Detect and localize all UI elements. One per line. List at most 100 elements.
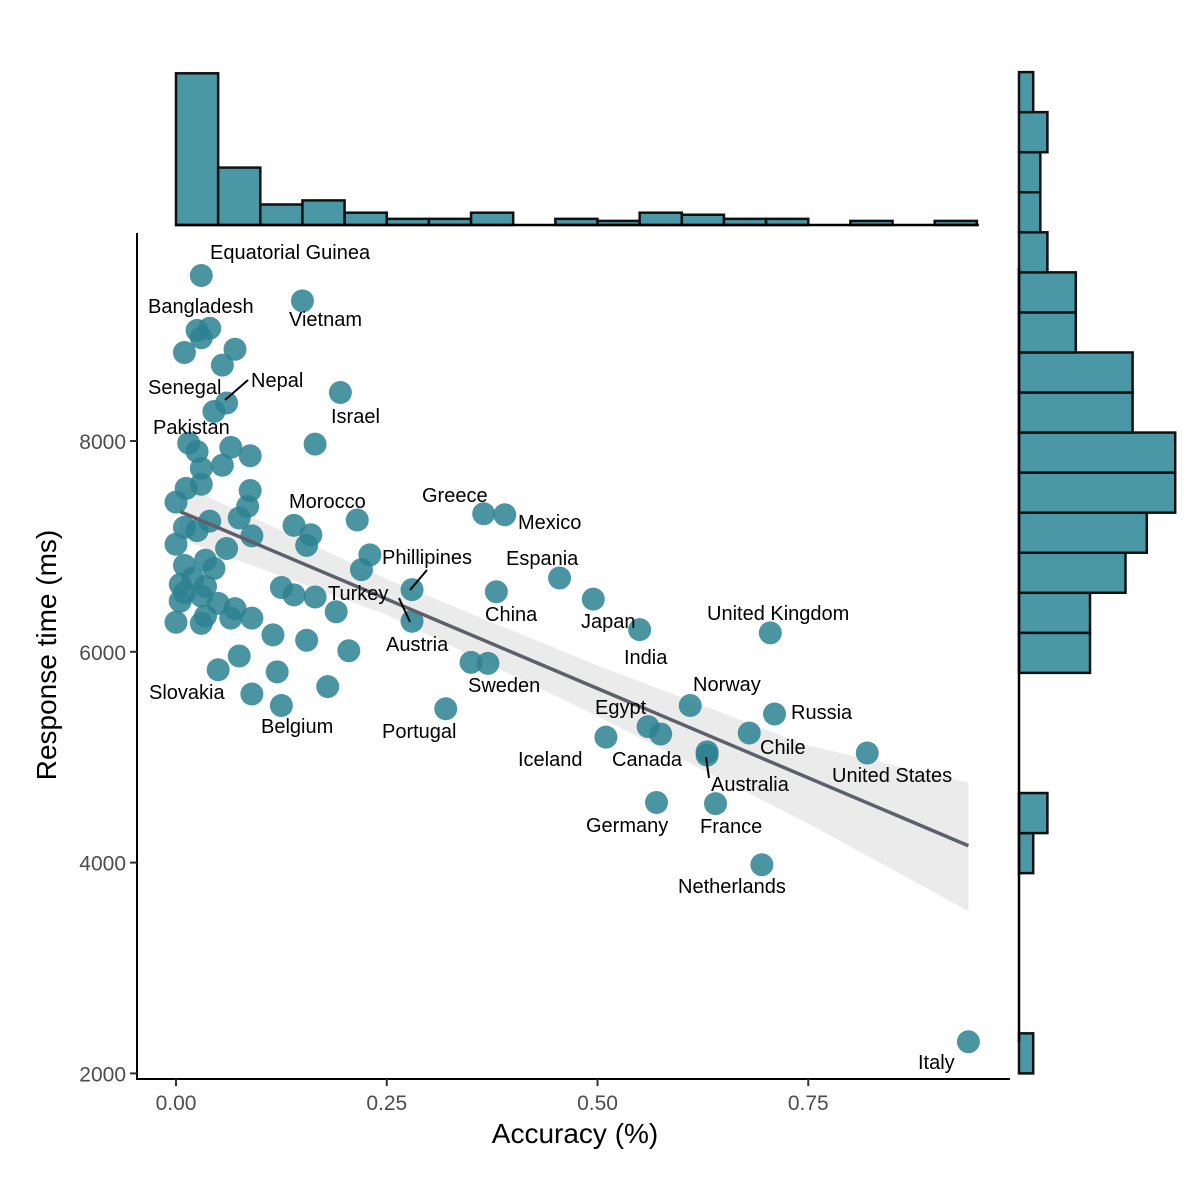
data-point <box>206 658 230 682</box>
label-india: India <box>624 647 668 669</box>
label-pakistan: Pakistan <box>153 417 230 439</box>
label-netherlands: Netherlands <box>678 876 786 898</box>
label-espania: Espania <box>506 548 579 570</box>
data-point <box>324 600 348 624</box>
y-hist-bar <box>1017 791 1049 835</box>
point-china <box>484 580 508 604</box>
data-point <box>164 610 188 634</box>
label-russia: Russia <box>791 702 853 724</box>
data-point <box>189 326 213 350</box>
label-equatorial-guinea: Equatorial Guinea <box>210 242 371 264</box>
point-germany <box>645 791 669 815</box>
data-point <box>240 606 264 630</box>
data-point <box>316 675 340 699</box>
y-hist-bar <box>1017 511 1149 554</box>
y-hist-bar <box>1017 591 1092 635</box>
y-hist-bar <box>1017 311 1078 354</box>
y-hist-bar <box>1017 110 1049 154</box>
data-point <box>282 583 306 607</box>
y-hist-bar <box>1017 551 1127 595</box>
data-point <box>164 490 188 514</box>
x-tick-label: 0.50 <box>577 1092 618 1115</box>
point-greece <box>472 502 496 526</box>
data-point <box>227 506 251 530</box>
label-turkey: Turkey <box>328 583 388 605</box>
data-point <box>210 453 234 477</box>
point-equatorial-guinea <box>189 264 213 288</box>
label-austria: Austria <box>386 634 449 656</box>
x-hist-bar <box>216 166 262 227</box>
scatter-points <box>164 264 980 1054</box>
top-histogram <box>174 72 979 227</box>
label-australia: Australia <box>711 774 790 796</box>
y-hist-bar <box>1017 431 1177 474</box>
x-hist-bar <box>343 211 389 227</box>
label-morocco: Morocco <box>289 491 366 513</box>
x-tick-label: 0.25 <box>366 1092 407 1115</box>
y-tick-label: 6000 <box>79 642 126 665</box>
data-point <box>185 519 209 543</box>
point-sweden <box>476 651 500 675</box>
label-senegal: Senegal <box>148 377 221 399</box>
leader-phillipines <box>409 569 428 591</box>
data-point <box>303 432 327 456</box>
point-iceland <box>594 725 618 749</box>
data-point <box>202 557 226 581</box>
y-hist-bar <box>1017 471 1177 514</box>
x-tick-label: 0.00 <box>156 1092 197 1115</box>
data-point <box>303 585 327 609</box>
data-point <box>649 722 673 746</box>
x-tick-label: 0.75 <box>788 1092 829 1115</box>
axes <box>136 233 1010 1080</box>
point-united-kingdom <box>758 621 782 645</box>
label-mexico: Mexico <box>518 512 581 534</box>
y-hist-bar <box>1017 351 1134 394</box>
label-chile: Chile <box>760 737 806 759</box>
y-hist-bar <box>1017 70 1035 114</box>
data-point <box>459 650 483 674</box>
label-israel: Israel <box>331 406 380 428</box>
y-hist-bar <box>1017 231 1049 274</box>
label-china: China <box>485 604 538 626</box>
y-hist-bar <box>1017 831 1035 875</box>
label-sweden: Sweden <box>468 675 540 697</box>
x-hist-bar <box>259 203 304 227</box>
point-netherlands <box>750 853 774 877</box>
label-bangladesh: Bangladesh <box>148 296 254 318</box>
confidence-band-area <box>180 484 969 912</box>
point-united-states <box>855 741 879 765</box>
point-chile <box>737 721 761 745</box>
data-point <box>194 604 218 628</box>
data-point <box>189 456 213 480</box>
y-hist-bar <box>1017 391 1134 434</box>
point-belgium <box>269 694 293 718</box>
label-nepal: Nepal <box>251 370 303 392</box>
label-phillipines: Phillipines <box>382 547 472 569</box>
data-point <box>219 606 243 630</box>
y-hist-bar <box>1017 271 1078 314</box>
regression-line <box>179 510 970 848</box>
label-slovakia: Slovakia <box>149 682 225 704</box>
x-hist-bar <box>469 211 515 227</box>
leader-nepal <box>224 379 249 401</box>
label-france: France <box>700 816 762 838</box>
point-morocco <box>345 508 369 532</box>
label-leader-lines <box>224 379 710 779</box>
point-japan <box>581 587 605 611</box>
label-vietnam: Vietnam <box>289 309 362 331</box>
data-point <box>219 435 243 459</box>
data-point <box>238 444 262 468</box>
point-norway <box>678 694 702 718</box>
data-point <box>210 353 234 377</box>
data-point <box>265 660 289 684</box>
point-labels: Equatorial Guinea Vietnam Bangladesh Sen… <box>148 242 955 1074</box>
y-hist-bar <box>1017 631 1092 675</box>
confidence-band <box>180 484 969 912</box>
point-australia <box>695 743 719 767</box>
data-point <box>172 340 196 364</box>
point-india <box>628 618 652 642</box>
data-point <box>295 628 319 652</box>
point-slovakia <box>240 682 264 706</box>
leader-australia <box>705 756 710 779</box>
